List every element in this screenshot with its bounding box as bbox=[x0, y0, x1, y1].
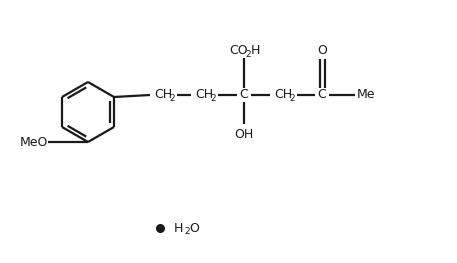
Text: CH: CH bbox=[274, 89, 292, 102]
Text: MeO: MeO bbox=[20, 135, 48, 149]
Text: Me: Me bbox=[357, 89, 375, 102]
Text: O: O bbox=[189, 221, 199, 235]
Text: H: H bbox=[250, 44, 260, 58]
Text: CH: CH bbox=[154, 89, 172, 102]
Text: C: C bbox=[239, 89, 248, 102]
Text: 2: 2 bbox=[211, 94, 216, 103]
Text: CO: CO bbox=[230, 44, 248, 58]
Text: O: O bbox=[317, 44, 327, 58]
Text: C: C bbox=[318, 89, 326, 102]
Text: 2: 2 bbox=[170, 94, 175, 103]
Text: 2: 2 bbox=[290, 94, 295, 103]
Text: CH: CH bbox=[195, 89, 213, 102]
Text: 2: 2 bbox=[246, 50, 251, 59]
Text: OH: OH bbox=[234, 129, 254, 141]
Text: 2: 2 bbox=[184, 227, 190, 236]
Text: H: H bbox=[173, 221, 183, 235]
